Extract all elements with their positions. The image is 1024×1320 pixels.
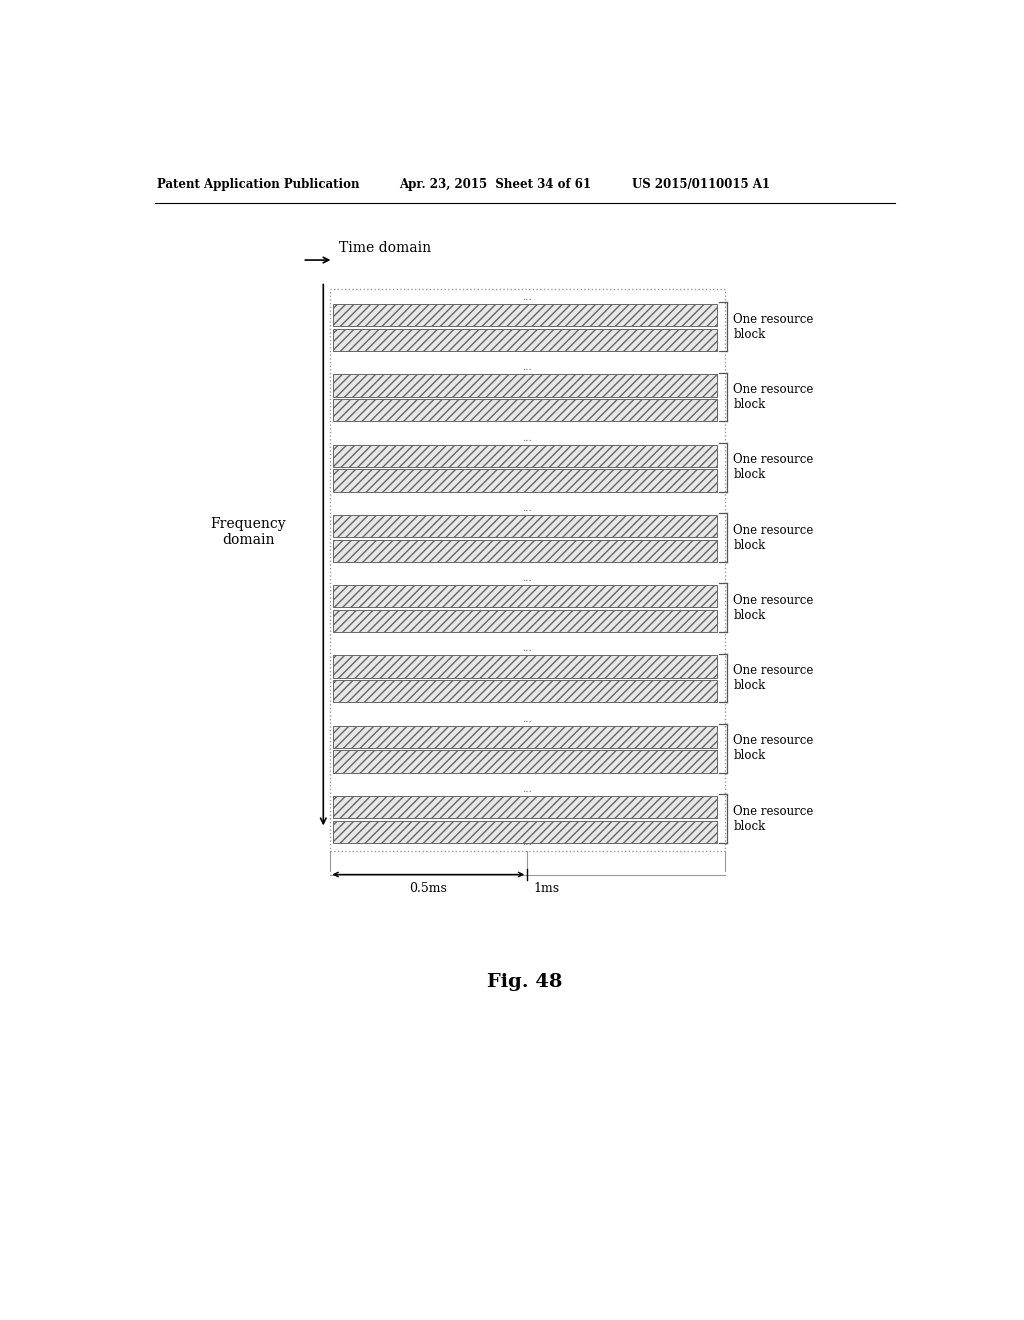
Bar: [333, 515, 717, 537]
Text: One resource
block: One resource block: [733, 383, 814, 411]
Bar: [333, 656, 717, 677]
Bar: [333, 610, 717, 632]
Bar: [333, 750, 717, 772]
Text: 1ms: 1ms: [534, 882, 559, 895]
Bar: [333, 375, 717, 396]
Text: ...: ...: [522, 785, 532, 795]
Text: ...: ...: [522, 434, 532, 442]
Text: One resource
block: One resource block: [733, 524, 814, 552]
Bar: [333, 445, 717, 467]
Text: ...: ...: [522, 574, 532, 583]
Text: One resource
block: One resource block: [733, 313, 814, 341]
Text: One resource
block: One resource block: [733, 664, 814, 692]
Bar: [333, 540, 717, 562]
Text: 0.5ms: 0.5ms: [410, 882, 447, 895]
Text: Frequency
domain: Frequency domain: [210, 516, 286, 546]
Text: ...: ...: [522, 644, 532, 653]
Bar: [333, 680, 717, 702]
Bar: [333, 329, 717, 351]
Bar: [333, 399, 717, 421]
Text: ...: ...: [522, 504, 532, 513]
Bar: [333, 304, 717, 326]
Text: One resource
block: One resource block: [733, 805, 814, 833]
Text: ...: ...: [522, 714, 532, 723]
Text: ...: ...: [522, 293, 532, 302]
Text: One resource
block: One resource block: [733, 453, 814, 482]
Text: US 2015/0110015 A1: US 2015/0110015 A1: [632, 178, 770, 190]
Text: ...: ...: [522, 838, 532, 847]
Text: Fig. 48: Fig. 48: [487, 973, 562, 991]
Bar: [333, 470, 717, 491]
Bar: [333, 821, 717, 843]
Bar: [333, 726, 717, 748]
Text: One resource
block: One resource block: [733, 594, 814, 622]
Text: Time domain: Time domain: [339, 242, 431, 256]
Text: One resource
block: One resource block: [733, 734, 814, 763]
Bar: [333, 585, 717, 607]
Text: Patent Application Publication: Patent Application Publication: [158, 178, 360, 190]
Text: ...: ...: [522, 363, 532, 372]
Text: Apr. 23, 2015  Sheet 34 of 61: Apr. 23, 2015 Sheet 34 of 61: [399, 178, 591, 190]
Bar: [333, 796, 717, 818]
